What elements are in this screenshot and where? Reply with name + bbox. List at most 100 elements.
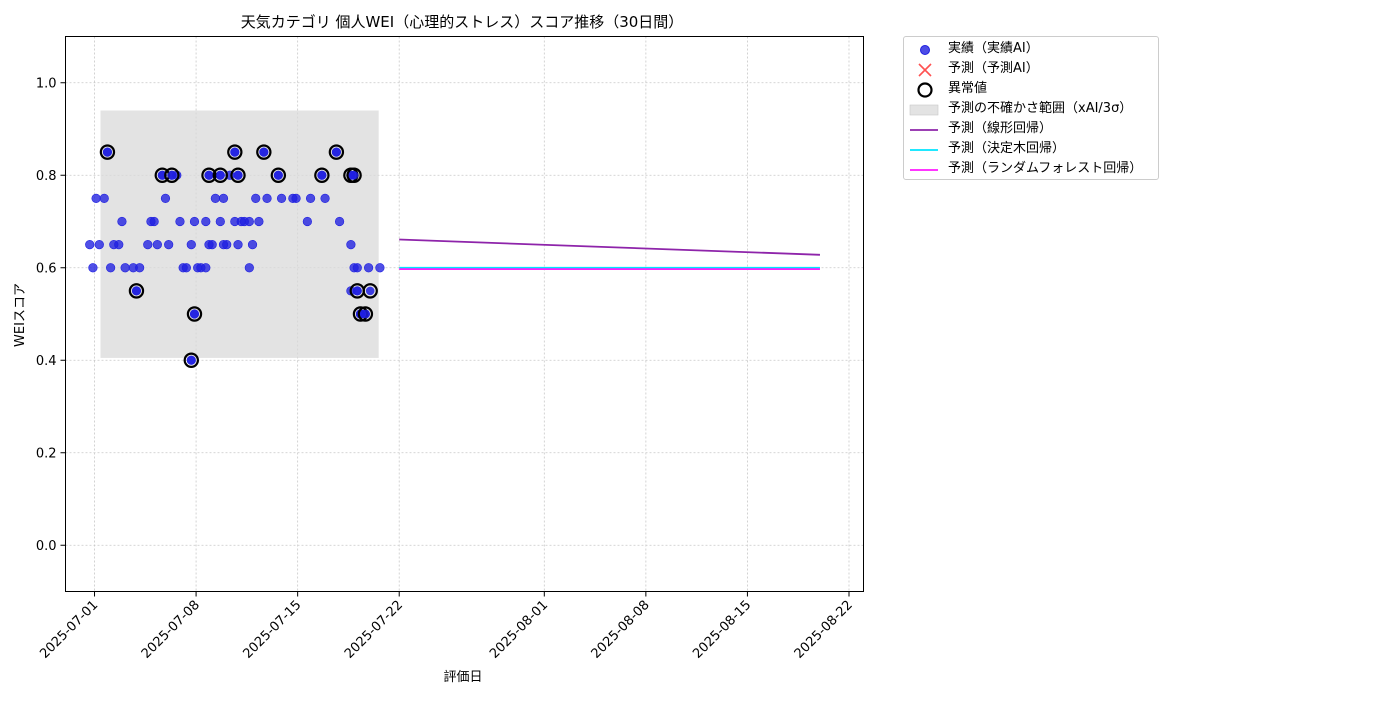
x-tick-label: 2025-08-08 <box>589 598 653 662</box>
actual-point <box>201 216 211 227</box>
x-axis-label: 評価日 <box>443 670 482 685</box>
anomaly-ring <box>270 167 287 183</box>
actual-point <box>305 193 316 203</box>
legend-item-band: 予測の不確かさ範囲（xAI/3σ） <box>904 99 1158 119</box>
actual-point <box>244 216 254 227</box>
actual-point <box>149 216 159 227</box>
anomaly-point-fill <box>233 170 243 180</box>
actual-point <box>291 193 301 203</box>
anomaly-ring <box>230 167 246 183</box>
actual-point <box>94 240 104 250</box>
anomaly-point-fill <box>157 170 167 180</box>
anomaly-point-fill <box>352 286 362 296</box>
anomaly-point-fill <box>103 147 112 157</box>
anomaly-point-fill <box>204 170 214 180</box>
actual-point <box>152 240 162 250</box>
actual-point <box>352 263 362 273</box>
x-tick-label: 2025-08-01 <box>487 598 551 662</box>
actual-point <box>254 216 264 227</box>
actual-point <box>363 263 374 273</box>
anomaly-ring <box>314 167 330 183</box>
anomaly-point-fill <box>259 147 269 157</box>
chart-title: 天気カテゴリ 個人WEI（心理的ストレス）スコア推移（30日間） <box>241 13 684 31</box>
legend-label-tree: 予測（決定木回帰） <box>948 141 1066 156</box>
anomaly-point-fill <box>190 309 199 319</box>
anomaly-ring <box>227 144 243 160</box>
legend-label-band: 予測の不確かさ範囲（xAI/3σ） <box>948 101 1133 116</box>
anomaly-point-fill <box>132 286 141 296</box>
legend-swatch-linear <box>910 129 938 131</box>
anomaly-point-fill <box>332 147 341 157</box>
actual-point <box>91 193 101 203</box>
anomaly-ring <box>183 352 199 368</box>
actual-point <box>189 216 200 227</box>
anomaly-point-fill <box>317 170 327 180</box>
legend-label-forest: 予測（ランダムフォレスト回帰） <box>948 161 1143 176</box>
legend-swatch-predicted <box>918 63 932 77</box>
actual-point <box>320 193 330 203</box>
legend-item-anomaly: 異常値 <box>904 79 1158 99</box>
anomaly-ring <box>164 167 180 183</box>
x-tick-label: 2025-08-15 <box>690 598 754 662</box>
anomaly-ring <box>346 167 362 183</box>
actual-point <box>85 240 95 250</box>
anomaly-point-fill <box>365 286 375 296</box>
y-tick-label: 0.2 <box>36 446 57 461</box>
actual-point <box>302 216 312 227</box>
actual-point <box>117 216 127 227</box>
anomaly-ring <box>99 144 116 160</box>
legend-item-predicted: 予測（予測AI） <box>904 59 1158 79</box>
actual-point <box>233 240 243 250</box>
legend-swatch-forest <box>910 169 938 171</box>
actual-point <box>164 240 174 250</box>
y-axis-label: WEIスコア <box>13 283 28 347</box>
actual-point <box>218 240 229 250</box>
anomaly-ring <box>212 167 229 183</box>
anomaly-ring <box>328 144 345 160</box>
actual-point <box>276 193 287 203</box>
y-tick-label: 1.0 <box>36 76 57 91</box>
anomaly-ring <box>186 306 203 322</box>
actual-point <box>210 193 220 203</box>
actual-point <box>215 216 225 227</box>
actual-point <box>218 193 229 203</box>
actual-point <box>114 240 124 250</box>
actual-point <box>244 263 254 273</box>
x-tick-label: 2025-07-15 <box>240 598 304 662</box>
anomaly-ring <box>357 306 374 322</box>
actual-point <box>375 263 385 273</box>
x-tick-label: 2025-07-22 <box>342 598 406 662</box>
legend-item-linear: 予測（線形回帰） <box>904 119 1158 139</box>
actual-point <box>99 193 109 203</box>
anomaly-ring <box>256 144 272 160</box>
linear-regression-line <box>399 238 821 256</box>
actual-point <box>120 263 130 273</box>
anomaly-point-fill <box>349 170 359 180</box>
actual-point <box>88 263 98 273</box>
y-tick-label: 0.0 <box>36 539 57 554</box>
legend-swatch-anomaly <box>917 82 933 98</box>
actual-point <box>175 216 185 227</box>
x-tick-label: 2025-07-08 <box>139 598 203 662</box>
actual-point <box>251 193 261 203</box>
legend-label-predicted: 予測（予測AI） <box>948 61 1039 76</box>
legend-label-linear: 予測（線形回帰） <box>948 121 1053 136</box>
actual-point <box>186 240 196 250</box>
y-tick-label: 0.8 <box>36 169 57 184</box>
anomaly-ring <box>362 283 378 299</box>
legend-item-tree: 予測（決定木回帰） <box>904 139 1158 159</box>
actual-point <box>160 193 171 203</box>
legend-swatch-tree <box>910 149 938 151</box>
legend: 実績（実績AI） 予測（予測AI） 異常値 予測の不確かさ範囲（xAI/3σ） … <box>903 36 1159 180</box>
actual-point <box>207 240 217 250</box>
actual-point <box>334 216 345 227</box>
anomaly-ring <box>201 167 217 183</box>
legend-label-anomaly: 異常値 <box>948 81 988 96</box>
y-tick-label: 0.4 <box>36 354 57 369</box>
actual-point <box>247 240 258 250</box>
legend-item-actual: 実績（実績AI） <box>904 39 1158 59</box>
anomaly-point-fill <box>230 147 240 157</box>
legend-item-forest: 予測（ランダムフォレスト回帰） <box>904 159 1158 179</box>
